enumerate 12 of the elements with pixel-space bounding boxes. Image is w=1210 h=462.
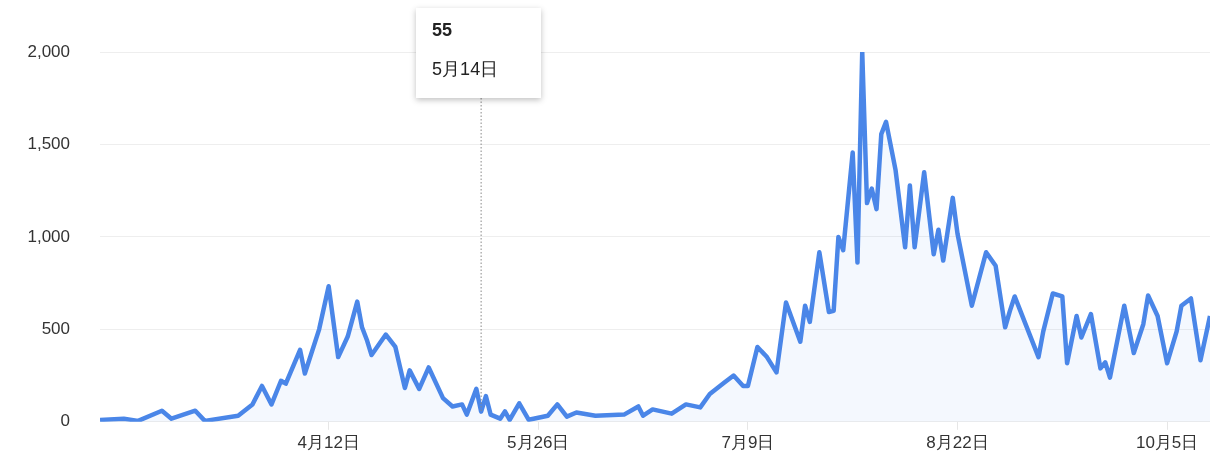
y-tick-label: 1,500: [27, 134, 70, 154]
x-tick-label: 5月26日: [507, 432, 570, 452]
y-tick-label: 1,000: [27, 226, 70, 246]
annotation: 55 5月14日: [432, 20, 500, 81]
x-tick-label: 4月12日: [297, 432, 360, 452]
x-tick-label: 10月5日: [1135, 432, 1199, 452]
x-tick-label: 8月22日: [926, 432, 989, 452]
tooltip: 55 5月14日: [416, 8, 542, 98]
y-tick-label: 2,000: [27, 41, 70, 61]
y-tick-label: 0: [60, 411, 70, 431]
x-tick-label: 7月9日: [721, 432, 775, 452]
y-tick-label: 500: [41, 319, 70, 339]
